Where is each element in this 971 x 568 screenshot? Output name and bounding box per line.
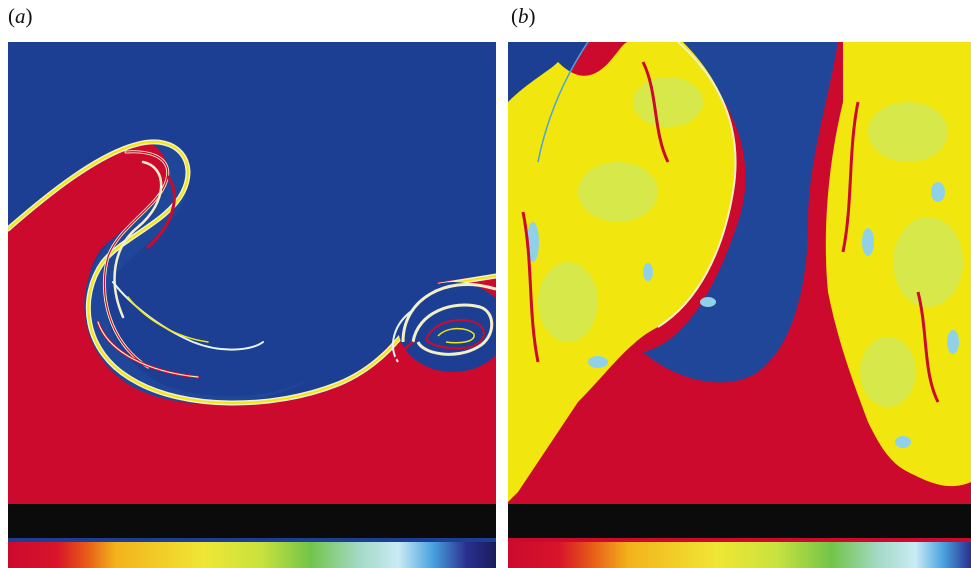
interface-edge-b bbox=[657, 42, 737, 328]
interface-filaments bbox=[8, 139, 496, 406]
panel-label-b: (b) bbox=[511, 4, 536, 28]
colorbar-a bbox=[8, 542, 496, 568]
panel-a-billow-image bbox=[8, 42, 496, 568]
colorbar-band-b bbox=[508, 504, 971, 538]
panel-label-a: (a) bbox=[8, 4, 33, 28]
mixed-texture-cyan bbox=[527, 182, 959, 448]
panel-b-turbulent-image bbox=[508, 42, 971, 568]
lower-fluid-region bbox=[8, 140, 496, 504]
mixed-texture-red bbox=[521, 61, 940, 424]
secondary-billow bbox=[379, 282, 496, 373]
colorbar-b bbox=[508, 542, 971, 568]
interface-edge-left bbox=[537, 42, 589, 163]
turbulence-visualization bbox=[508, 42, 971, 568]
upper-fluid-pocket-center bbox=[643, 42, 838, 383]
mixed-plume-left bbox=[508, 42, 736, 502]
billow-visualization bbox=[8, 42, 496, 568]
colorbar-band bbox=[8, 504, 496, 538]
